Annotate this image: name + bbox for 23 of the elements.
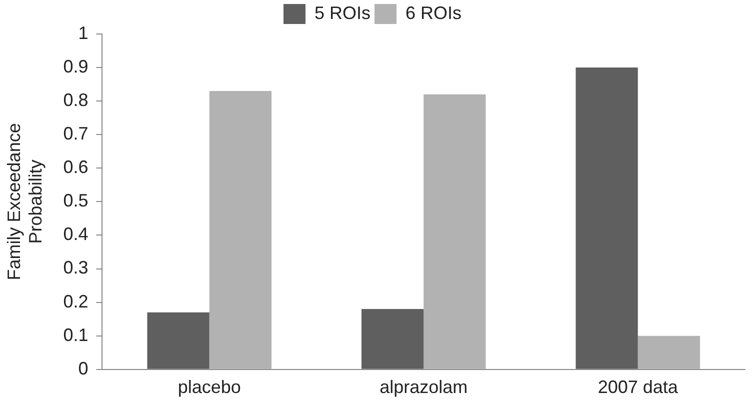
bar bbox=[147, 312, 210, 369]
bar bbox=[638, 336, 700, 369]
y-tick-label: 0.8 bbox=[63, 90, 88, 110]
bar bbox=[576, 68, 638, 369]
y-tick-label: 0.3 bbox=[63, 258, 88, 278]
y-tick-label: 0 bbox=[78, 358, 88, 378]
legend-label: 6 ROIs bbox=[406, 2, 462, 23]
y-tick-label: 0.2 bbox=[63, 291, 88, 312]
x-tick-label: alprazolam bbox=[380, 377, 468, 398]
y-tick-label: 0.7 bbox=[63, 124, 88, 144]
legend-label: 5 ROIs bbox=[314, 2, 371, 23]
bar bbox=[361, 309, 424, 369]
x-tick-label: placebo bbox=[178, 377, 241, 398]
y-tick-label: 0.1 bbox=[63, 324, 88, 345]
y-tick-label: 0.4 bbox=[63, 224, 88, 244]
y-tick-label: 0.5 bbox=[63, 190, 88, 211]
bar bbox=[209, 91, 272, 369]
y-tick-label: 1 bbox=[78, 22, 88, 43]
y-tick-label: 0.9 bbox=[63, 56, 88, 77]
bar bbox=[424, 94, 486, 369]
y-axis-title: Family Exceedance Probability bbox=[4, 123, 46, 280]
x-tick-label: 2007 data bbox=[598, 377, 679, 398]
y-tick-label: 0.6 bbox=[63, 157, 88, 178]
